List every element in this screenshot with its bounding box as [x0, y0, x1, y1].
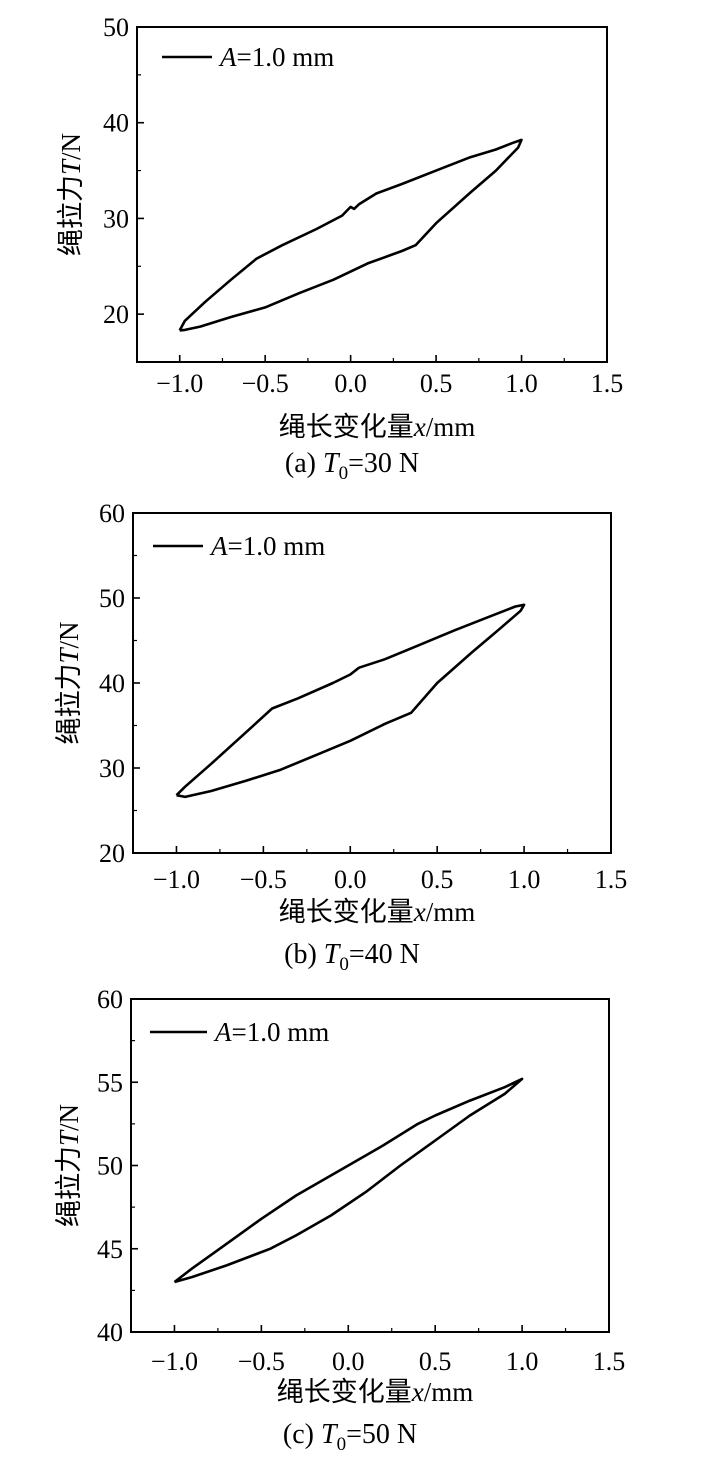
- legend-label: A=1.0 mm: [209, 531, 325, 561]
- y-tick-label: 40: [97, 1318, 123, 1347]
- x-tick-label: 1.0: [508, 865, 541, 894]
- y-tick-label: 55: [97, 1068, 123, 1097]
- x-tick-label: 1.5: [595, 865, 628, 894]
- x-tick-label: 0.5: [421, 865, 454, 894]
- x-tick-label: 0.0: [334, 865, 367, 894]
- x-axis-title: 绳长变化量x/mm: [279, 897, 476, 927]
- y-tick-label: 50: [97, 1152, 123, 1181]
- data-series-line: [178, 138, 523, 332]
- x-axis-title: 绳长变化量x/mm: [279, 412, 476, 442]
- x-tick-label: 1.5: [593, 1347, 626, 1376]
- y-tick-label: 40: [99, 669, 125, 698]
- x-tick-label: −0.5: [238, 1347, 285, 1376]
- y-tick-label: 50: [99, 584, 125, 613]
- y-tick-label: 20: [99, 839, 125, 868]
- y-tick-label: 30: [103, 204, 129, 233]
- legend-label: A=1.0 mm: [218, 42, 334, 72]
- x-tick-label: −1.0: [156, 369, 203, 398]
- x-tick-label: 1.5: [591, 369, 624, 398]
- x-tick-label: 0.5: [419, 1347, 452, 1376]
- x-tick-label: −0.5: [242, 369, 289, 398]
- y-axis-title: 绳拉力T/N: [54, 621, 84, 744]
- x-tick-label: 0.0: [334, 369, 367, 398]
- y-tick-label: 45: [97, 1235, 123, 1264]
- y-tick-label: 50: [103, 13, 129, 42]
- y-tick-label: 60: [97, 985, 123, 1014]
- data-series-line: [173, 1077, 524, 1284]
- panel-caption: (b) T0=40 N: [284, 939, 420, 975]
- y-tick-label: 20: [103, 300, 129, 329]
- x-tick-label: −0.5: [240, 865, 287, 894]
- x-tick-label: 1.0: [505, 369, 538, 398]
- x-tick-label: 0.0: [332, 1347, 365, 1376]
- y-tick-label: 40: [103, 109, 129, 138]
- plot-frame: [132, 512, 612, 854]
- panel-caption: (c) T0=50 N: [283, 1419, 417, 1455]
- x-tick-label: 1.0: [506, 1347, 539, 1376]
- y-tick-label: 60: [99, 499, 125, 528]
- x-tick-label: −1.0: [151, 1347, 198, 1376]
- data-series-line: [175, 603, 526, 799]
- x-axis-title: 绳长变化量x/mm: [277, 1377, 474, 1407]
- x-tick-label: −1.0: [153, 865, 200, 894]
- x-tick-label: 0.5: [420, 369, 453, 398]
- y-axis-title: 绳拉力T/N: [56, 133, 86, 256]
- legend-label: A=1.0 mm: [213, 1017, 329, 1047]
- panel-caption: (a) T0=30 N: [285, 448, 419, 484]
- plot-frame: [130, 998, 610, 1333]
- panel-c: −1.0 −0.5 0.0 0.5 1.0 1.5 40 45 50 55 60 A=1.0 mm 绳长…: [54, 985, 625, 1455]
- y-tick-label: 30: [99, 754, 125, 783]
- plot-frame: [136, 26, 608, 363]
- panel-b: −1.0 −0.5 0.0 0.5 1.0 1.5 20 30 40 50 60 A=1.0 mm 绳长…: [54, 499, 627, 975]
- y-axis-title: 绳拉力T/N: [54, 1104, 84, 1227]
- panel-a: −1.0 −0.5 0.0 0.5 1.0 1.5 20 30 40 50 A=1.0 mm 绳长变化…: [56, 13, 623, 484]
